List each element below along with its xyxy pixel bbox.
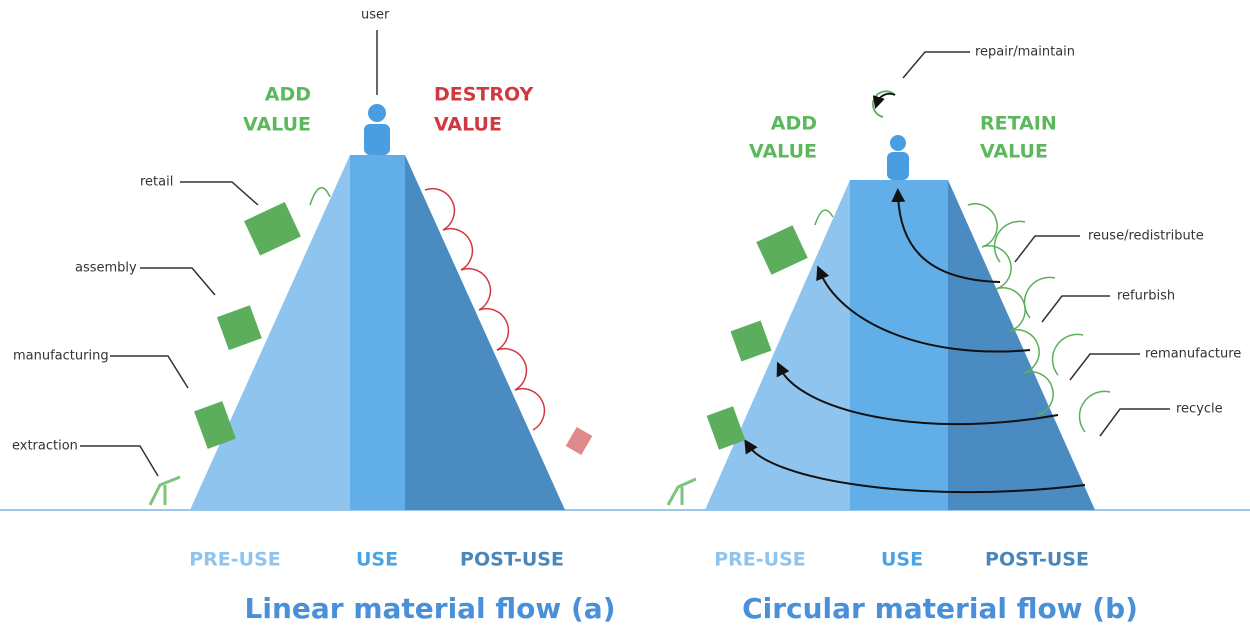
- diagram: user ADD VALUE DESTROY VALUE retail asse…: [0, 0, 1250, 627]
- caption: Linear material flow (a): [245, 592, 616, 625]
- top-label: user: [361, 8, 390, 23]
- value-label: RETAIN: [980, 113, 1057, 135]
- value-label: VALUE: [243, 114, 311, 136]
- stage-label: USE: [881, 549, 923, 571]
- value-label: DESTROY: [434, 84, 534, 106]
- value-label: ADD: [265, 84, 311, 106]
- stage-label: PRE-USE: [714, 549, 806, 571]
- callout-label: reuse/redistribute: [1088, 229, 1204, 244]
- top-label: repair/maintain: [975, 45, 1075, 60]
- callout-label: recycle: [1176, 402, 1223, 417]
- callout-label: manufacturing: [13, 349, 109, 364]
- callout-label: refurbish: [1117, 289, 1175, 304]
- stage-label: POST-USE: [985, 549, 1089, 571]
- circular-pyramid: [668, 52, 1170, 510]
- callout-label: extraction: [12, 439, 78, 454]
- value-label: ADD: [771, 113, 817, 135]
- stage-label: PRE-USE: [189, 549, 281, 571]
- value-label: VALUE: [749, 141, 817, 163]
- caption: Circular material flow (b): [742, 592, 1138, 625]
- stage-label: USE: [356, 549, 398, 571]
- value-label: VALUE: [980, 141, 1048, 163]
- callout-label: remanufacture: [1145, 347, 1241, 362]
- callout-label: assembly: [75, 261, 137, 276]
- stage-label: POST-USE: [460, 549, 564, 571]
- value-label: VALUE: [434, 114, 502, 136]
- callout-label: retail: [140, 175, 173, 190]
